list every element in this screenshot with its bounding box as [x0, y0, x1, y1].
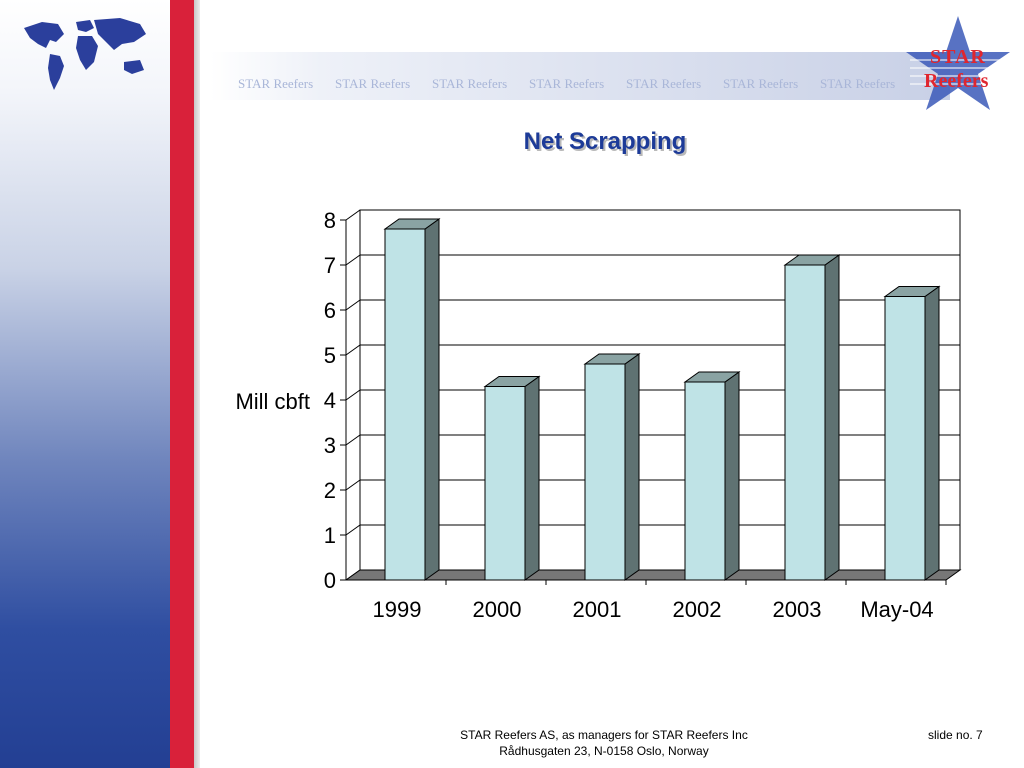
chart-title: Net Scrapping — [523, 128, 687, 155]
bar-1999 — [383, 218, 441, 581]
bar-side — [724, 371, 740, 581]
gridline-diagonal — [345, 524, 361, 536]
y-tick-label: 6 — [324, 298, 336, 323]
chart-axes — [340, 219, 947, 585]
gridline-diagonal — [345, 254, 361, 266]
bar — [684, 381, 726, 581]
footer-address-line: Rådhusgaten 23, N-0158 Oslo, Norway — [499, 744, 709, 758]
x-tick-label: May-04 — [860, 597, 933, 622]
bar — [784, 264, 826, 581]
bar — [484, 386, 526, 581]
x-tick-label: 2003 — [773, 597, 822, 622]
chart-floor — [344, 569, 962, 581]
gridline-diagonal — [345, 344, 361, 356]
x-tick-label: 2000 — [473, 597, 522, 622]
watermark-text: STAR Reefers — [335, 76, 411, 91]
bar — [884, 296, 926, 581]
x-tick-label: 2001 — [573, 597, 622, 622]
gridline-diagonal — [345, 209, 361, 221]
x-tick-label: 1999 — [373, 597, 422, 622]
y-tick-label: 8 — [324, 208, 336, 233]
bar — [384, 228, 426, 581]
watermark-text: STAR Reefers — [626, 76, 702, 91]
gridline-diagonal — [345, 389, 361, 401]
y-tick-label: 0 — [324, 568, 336, 593]
bar-2003 — [783, 254, 841, 581]
bar-2001 — [583, 353, 641, 581]
y-axis-label: Mill cbft — [235, 389, 310, 414]
y-tick-label: 7 — [324, 253, 336, 278]
bar — [584, 363, 626, 581]
star-reefers-logo — [906, 16, 1010, 110]
bar-side — [524, 375, 540, 581]
gridline-diagonal — [345, 479, 361, 491]
bar-side — [824, 254, 840, 581]
red-accent-stripe — [170, 0, 194, 768]
gridline-diagonal — [345, 434, 361, 446]
watermark-text: STAR Reefers — [723, 76, 799, 91]
bar-side — [424, 218, 440, 581]
y-tick-label: 5 — [324, 343, 336, 368]
header-band — [210, 52, 950, 100]
slide-number: slide no. 7 — [928, 728, 983, 742]
gridline-diagonal — [345, 299, 361, 311]
bar-May-04 — [883, 285, 941, 581]
y-tick-label: 3 — [324, 433, 336, 458]
y-tick-label: 1 — [324, 523, 336, 548]
chart-bars — [383, 218, 941, 581]
grey-accent-stripe — [194, 0, 200, 768]
bar-2002 — [683, 371, 741, 581]
x-tick-label: 2002 — [673, 597, 722, 622]
left-gradient-panel — [0, 0, 170, 768]
watermark-text: STAR Reefers — [432, 76, 508, 91]
watermark-text: STAR Reefers — [238, 76, 314, 91]
bar-side — [924, 285, 940, 581]
y-tick-label: 4 — [324, 388, 336, 413]
bar-side — [624, 353, 640, 581]
watermark-text: STAR Reefers — [820, 76, 896, 91]
chart-labels: 1999 2000 2001 2002 2003 May-04 0 1 2 3 4 5 6 7 8 Mill … — [235, 208, 933, 622]
bar-2000 — [483, 375, 541, 581]
watermark-text: STAR Reefers — [529, 76, 605, 91]
y-tick-label: 2 — [324, 478, 336, 503]
world-map-icon — [24, 18, 146, 90]
footer-company-line: STAR Reefers AS, as managers for STAR Re… — [460, 728, 748, 742]
logo-reefers-text: Reefers — [924, 70, 989, 92]
logo-star-text: STAR — [930, 46, 986, 68]
